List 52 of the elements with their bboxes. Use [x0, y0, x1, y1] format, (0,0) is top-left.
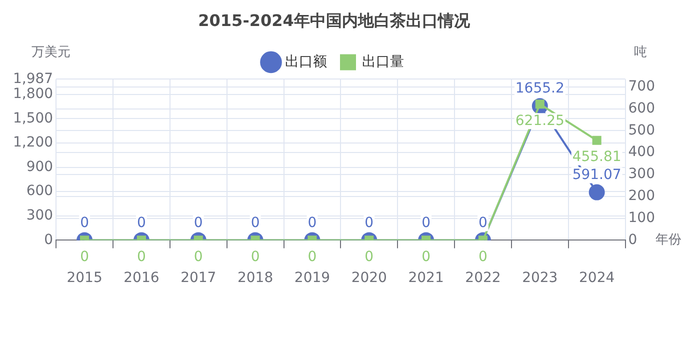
data-label: 0 — [422, 214, 431, 231]
x-tick-label: 2017 — [180, 270, 216, 286]
data-label: 0 — [478, 248, 488, 265]
y2-tick-label: 200 — [628, 188, 656, 204]
y2-tick-label: 300 — [628, 166, 656, 182]
data-label: 621.25 — [515, 112, 564, 129]
x-tick-label: 2015 — [66, 270, 102, 286]
data-label: 0 — [250, 214, 260, 231]
legend-label: 出口额 — [285, 54, 327, 70]
x-tick-label: 2024 — [579, 270, 615, 286]
data-label: 0 — [308, 248, 317, 265]
data-label: 591.07 — [572, 166, 622, 183]
data-label: 0 — [137, 248, 146, 265]
data-label: 0 — [80, 248, 89, 265]
y2-axis-title: 吨 — [634, 45, 647, 60]
y-tick-label: 0 — [44, 232, 54, 248]
data-label: 0 — [194, 214, 203, 231]
y-tick-label: 1,500 — [12, 110, 54, 126]
y-tick-label: 1,200 — [12, 134, 54, 151]
data-label: 0 — [250, 248, 260, 265]
y2-tick-label: 700 — [628, 78, 656, 95]
x-tick-label: 2020 — [351, 270, 387, 286]
y2-tick-label: 600 — [628, 100, 656, 116]
data-label: 0 — [478, 214, 488, 231]
y-tick-label: 900 — [26, 158, 54, 175]
data-label: 0 — [308, 214, 317, 231]
data-label: 0 — [422, 248, 431, 265]
data-label: 0 — [137, 214, 146, 231]
y-axis-title: 万美元 — [32, 44, 71, 60]
y2-tick-label: 0 — [628, 232, 638, 248]
x-tick-label: 2022 — [465, 270, 501, 286]
chart-title: 2015-2024年中国内地白茶出口情况 — [198, 10, 471, 30]
data-label: 0 — [364, 214, 374, 231]
x-tick-label: 2021 — [408, 270, 444, 286]
data-label: 1655.2 — [515, 80, 564, 97]
y2-tick-label: 500 — [628, 122, 656, 138]
data-label: 455.81 — [572, 148, 622, 165]
y2-tick-label: 400 — [628, 144, 656, 160]
y-tick-label: 600 — [26, 183, 54, 200]
x-axis-title: 年份 — [655, 232, 682, 248]
x-tick-label: 2019 — [294, 270, 330, 286]
y-tick-label: 1,800 — [12, 86, 54, 102]
x-tick-label: 2023 — [522, 270, 558, 286]
x-tick-label: 2016 — [124, 270, 160, 286]
y-tick-label: 300 — [26, 208, 54, 224]
data-label: 0 — [364, 248, 374, 265]
data-label: 0 — [80, 214, 89, 231]
y-tick-label: 1,987 — [12, 70, 54, 87]
y2-tick-label: 100 — [628, 210, 656, 226]
x-tick-label: 2018 — [237, 270, 274, 286]
legend-label: 出口量 — [362, 54, 404, 70]
data-label: 0 — [194, 248, 203, 265]
